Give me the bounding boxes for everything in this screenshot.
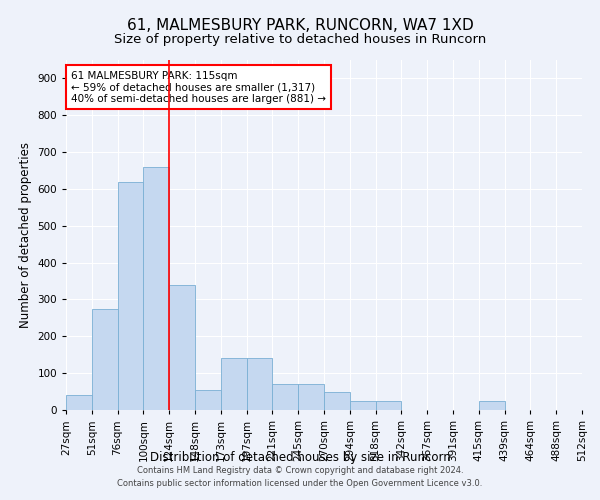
- Text: 61 MALMESBURY PARK: 115sqm
← 59% of detached houses are smaller (1,317)
40% of s: 61 MALMESBURY PARK: 115sqm ← 59% of deta…: [71, 70, 326, 104]
- Text: 61, MALMESBURY PARK, RUNCORN, WA7 1XD: 61, MALMESBURY PARK, RUNCORN, WA7 1XD: [127, 18, 473, 32]
- Bar: [66, 396, 92, 410]
- Bar: [324, 392, 350, 410]
- Bar: [169, 284, 195, 410]
- Bar: [195, 390, 221, 410]
- Bar: [247, 358, 272, 410]
- Text: Contains HM Land Registry data © Crown copyright and database right 2024.
Contai: Contains HM Land Registry data © Crown c…: [118, 466, 482, 487]
- Text: Distribution of detached houses by size in Runcorn: Distribution of detached houses by size …: [149, 451, 451, 464]
- Bar: [221, 358, 247, 410]
- Text: Size of property relative to detached houses in Runcorn: Size of property relative to detached ho…: [114, 32, 486, 46]
- Bar: [118, 182, 143, 410]
- Bar: [479, 401, 505, 410]
- Bar: [376, 401, 401, 410]
- Bar: [298, 384, 324, 410]
- Bar: [272, 384, 298, 410]
- Bar: [143, 167, 169, 410]
- Y-axis label: Number of detached properties: Number of detached properties: [19, 142, 32, 328]
- Bar: [350, 401, 376, 410]
- Bar: [92, 308, 118, 410]
